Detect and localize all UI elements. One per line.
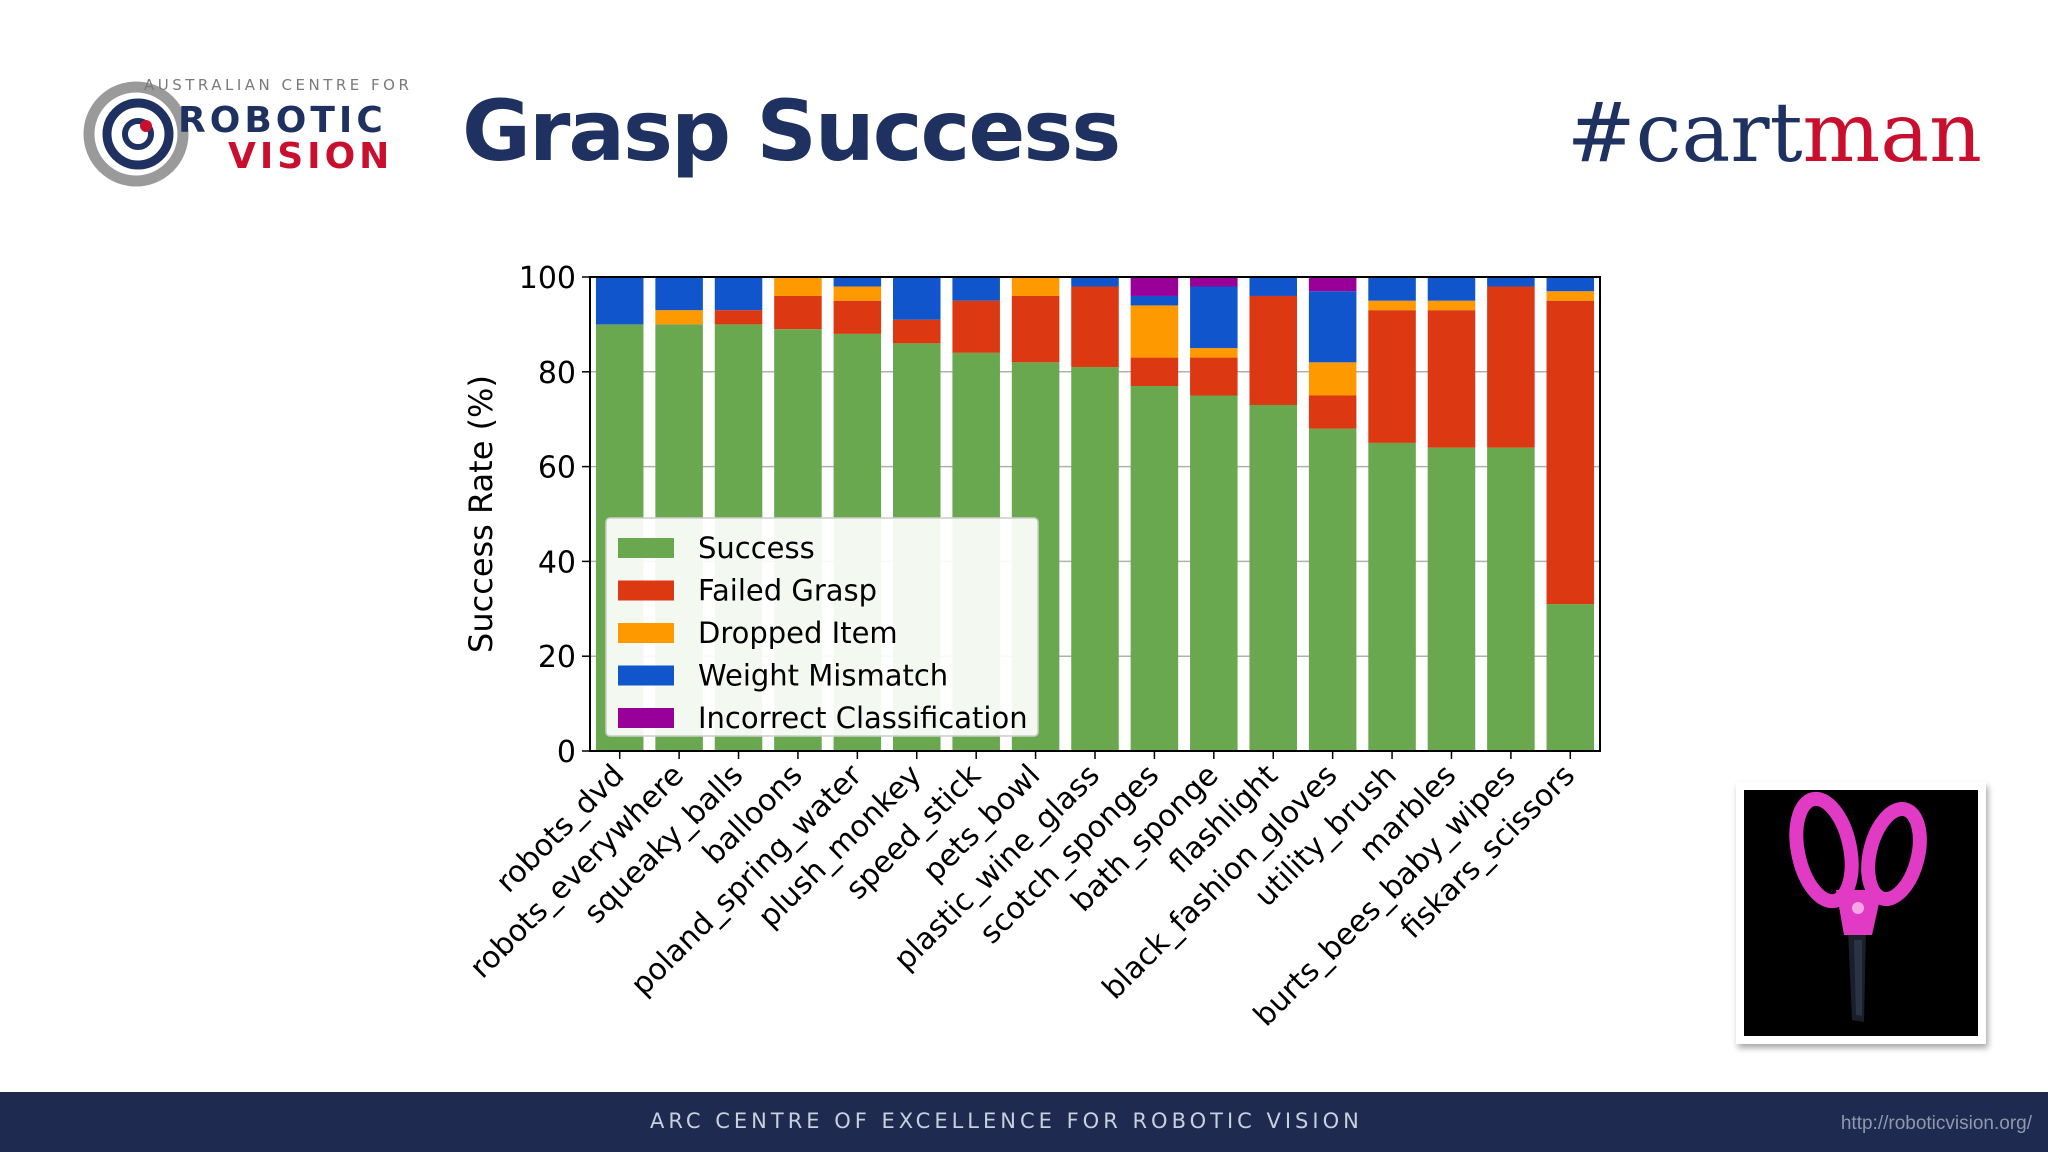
- bar-segment: [1130, 277, 1179, 296]
- y-tick-label: 80: [538, 356, 576, 391]
- bar-segment: [1011, 295, 1060, 363]
- footer-organization: ARC CENTRE OF EXCELLENCE FOR ROBOTIC VIS…: [650, 1109, 1363, 1133]
- y-tick-label: 60: [538, 451, 576, 486]
- bar-segment: [1368, 310, 1416, 443]
- bar-segment: [1368, 277, 1416, 301]
- bar-segment: [1190, 277, 1238, 287]
- bar-segment: [1308, 291, 1357, 363]
- hashtag-part2: man: [1802, 86, 1982, 181]
- bar-segment: [1427, 447, 1476, 751]
- bar-segment: [1487, 286, 1535, 448]
- bar-segment: [595, 277, 644, 325]
- legend-swatch: [618, 623, 674, 643]
- bar-segment: [1546, 277, 1595, 292]
- bar-segment: [1249, 277, 1297, 296]
- legend-label: Weight Mismatch: [698, 659, 948, 693]
- logo-word-robotic: ROBOTIC: [178, 100, 387, 141]
- bar-segment: [774, 277, 822, 296]
- bar-segment: [1427, 277, 1476, 301]
- bar-segment: [714, 310, 763, 325]
- arc-robotic-vision-logo: AUSTRALIAN CENTRE FOR ROBOTIC VISION: [80, 76, 460, 190]
- bar-segment: [952, 277, 1000, 301]
- bar-segment: [1130, 305, 1179, 358]
- bar-segment: [1071, 277, 1119, 287]
- bar-segment: [1249, 404, 1297, 751]
- bar-segment: [1427, 300, 1476, 311]
- logo-top-line: AUSTRALIAN CENTRE FOR: [144, 78, 412, 94]
- y-tick-label: 0: [557, 735, 576, 770]
- scissors-thumbnail: [1736, 782, 1986, 1044]
- footer-bar: ARC CENTRE OF EXCELLENCE FOR ROBOTIC VIS…: [0, 1092, 2048, 1152]
- chart-svg: 020406080100robots_dvdrobots_everywheres…: [462, 261, 1601, 1033]
- legend-label: Success: [698, 531, 815, 565]
- bar-segment: [1190, 357, 1238, 396]
- y-tick-label: 20: [538, 640, 576, 675]
- bar-segment: [1071, 286, 1119, 368]
- legend-box: [605, 517, 1039, 737]
- y-tick-label: 40: [538, 545, 576, 580]
- y-tick-label: 100: [519, 261, 576, 296]
- bar-segment: [1368, 300, 1416, 311]
- y-axis-label: Success Rate (%): [462, 375, 500, 653]
- bar-segment: [833, 286, 882, 301]
- legend-swatch: [618, 665, 674, 686]
- scissors-image: [1744, 790, 1978, 1036]
- legend-label: Incorrect Classification: [698, 701, 1028, 735]
- bar-segment: [1011, 277, 1060, 296]
- hashtag: #cartman: [1567, 86, 1982, 181]
- bar-segment: [1190, 395, 1238, 751]
- plot-frame: [589, 276, 1601, 752]
- bar-segment: [1427, 310, 1476, 448]
- bar-segment: [1308, 277, 1357, 292]
- bar-segment: [1308, 362, 1357, 396]
- bar-segment: [1487, 277, 1535, 287]
- slide-title: Grasp Success: [462, 82, 1121, 180]
- bar-segment: [1130, 295, 1179, 306]
- legend-label: Failed Grasp: [698, 574, 877, 608]
- bar-segment: [952, 300, 1000, 353]
- bar-segment: [893, 319, 941, 344]
- bar-segment: [1190, 286, 1238, 349]
- hashtag-part1: #cart: [1566, 86, 1803, 181]
- legend-swatch: [618, 708, 674, 728]
- bar-segment: [1546, 300, 1595, 605]
- legend-swatch: [618, 538, 674, 558]
- bar-segment: [1130, 357, 1179, 387]
- bar-segment: [1546, 604, 1595, 751]
- legend-swatch: [618, 580, 674, 601]
- bar-segment: [655, 277, 703, 311]
- scissors-icon: [1744, 790, 1978, 1036]
- bar-segment: [1249, 295, 1297, 405]
- grasp-success-chart: 0 20 40 60 80 100 robots_dvd robots_everywhere s…: [440, 240, 1640, 1080]
- legend-label: Dropped Item: [698, 616, 898, 650]
- bar-segment: [655, 310, 703, 325]
- logo-word-vision: VISION: [228, 136, 393, 177]
- bar-segment: [1071, 367, 1119, 751]
- bar-segment: [714, 277, 763, 311]
- bar-segment: [1368, 442, 1416, 751]
- bar-segment: [833, 277, 882, 287]
- footer-url: http://roboticvision.org/: [1840, 1113, 2032, 1134]
- bar-segment: [1130, 386, 1179, 751]
- bar-segment: [1487, 447, 1535, 751]
- bar-segment: [1308, 395, 1357, 429]
- bar-segment: [833, 300, 882, 334]
- bar-segment: [893, 277, 941, 320]
- bar-segment: [1190, 348, 1238, 358]
- bar-segment: [774, 295, 822, 330]
- bar-segment: [1308, 428, 1357, 751]
- bar-segment: [1546, 291, 1595, 301]
